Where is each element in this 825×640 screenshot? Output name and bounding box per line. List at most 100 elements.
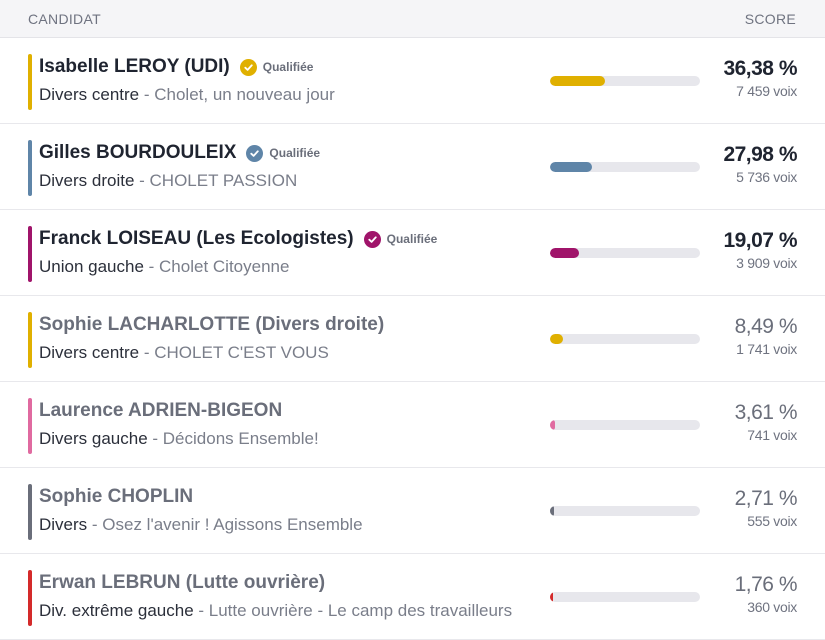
vote-count: 3 909 voix [736,255,797,271]
list-name: Osez l'avenir ! Agissons Ensemble [102,515,363,534]
candidate-name-line: Erwan LEBRUN (Lutte ouvrière) [39,570,539,596]
qualified-badge: Qualifiée [363,230,438,248]
separator: - [147,429,163,448]
score-bar [550,76,700,86]
score-block: 2,71 % 555 voix [677,487,798,529]
separator: - [87,515,103,534]
separator: - [143,257,160,276]
candidate-name: Erwan LEBRUN (Lutte ouvrière) [39,572,326,593]
score-block: 36,38 % 7 459 voix [677,57,797,99]
candidate-info: Sophie CHOPLIN Divers - Osez l'avenir ! … [39,484,539,535]
score-block: 19,07 % 3 909 voix [677,229,797,271]
candidate-info: Laurence ADRIEN-BIGEON Divers gauche - D… [39,398,539,449]
candidate-name-line: Laurence ADRIEN-BIGEON [39,398,539,424]
score-bar [550,592,700,602]
political-nuance: Union gauche [39,257,144,276]
party-color-marker [28,140,32,196]
qualified-label: Qualifiée [269,146,321,160]
candidate-name-line: Sophie CHOPLIN [39,484,539,510]
score-bar-fill [550,248,579,258]
candidate-row: Isabelle LEROY (UDI) Qualifiée Divers ce… [0,38,825,124]
score-block: 8,49 % 1 741 voix [677,315,798,357]
qualified-badge: Qualifiée [239,58,313,76]
candidate-list-line: Divers gauche - Décidons Ensemble! [39,429,534,449]
candidate-row: Gilles BOURDOULEIX Qualifiée Divers droi… [0,124,825,210]
list-name: Cholet, un nouveau jour [154,85,335,104]
candidate-row: Sophie CHOPLIN Divers - Osez l'avenir ! … [0,468,825,554]
vote-count: 555 voix [747,513,797,529]
qualified-label: Qualifiée [386,232,438,246]
candidate-list-line: Union gauche - Cholet Citoyenne [39,257,534,277]
score-percent: 19,07 % [723,229,797,252]
score-block: 27,98 % 5 736 voix [677,143,797,185]
candidate-info: Erwan LEBRUN (Lutte ouvrière) Div. extrê… [39,570,539,621]
candidate-row: Franck LOISEAU (Les Ecologistes) Qualifi… [0,210,825,296]
candidate-list-line: Div. extrême gauche - Lutte ouvrière - L… [39,601,534,621]
separator: - [193,601,209,620]
candidate-list: Isabelle LEROY (UDI) Qualifiée Divers ce… [0,38,825,640]
candidate-row: Laurence ADRIEN-BIGEON Divers gauche - D… [0,382,825,468]
candidate-list-line: Divers - Osez l'avenir ! Agissons Ensemb… [39,515,534,535]
score-percent: 27,98 % [723,143,797,166]
party-color-marker [28,570,32,626]
check-circle-icon [246,144,264,162]
political-nuance: Div. extrême gauche [39,601,194,620]
score-bar [550,248,700,258]
party-color-marker [28,312,32,368]
score-percent: 36,38 % [723,57,797,80]
candidate-name-line: Isabelle LEROY (UDI) Qualifiée [39,54,539,80]
score-percent: 2,71 % [734,487,798,510]
party-color-marker [28,54,32,110]
list-name: CHOLET PASSION [149,171,298,190]
candidate-name: Isabelle LEROY (UDI) [39,56,230,77]
candidate-info: Sophie LACHARLOTTE (Divers droite) Diver… [39,312,539,363]
political-nuance: Divers [39,515,88,534]
separator: - [139,85,155,104]
score-percent: 3,61 % [734,401,798,424]
candidate-name-line: Gilles BOURDOULEIX Qualifiée [39,140,539,166]
list-name: Cholet Citoyenne [159,257,290,276]
check-circle-icon [363,230,381,248]
candidate-column-header: CANDIDAT [28,10,101,27]
party-color-marker [28,484,32,540]
candidate-name: Laurence ADRIEN-BIGEON [39,400,283,421]
political-nuance: Divers gauche [39,429,148,448]
score-bar [550,162,700,172]
candidate-name: Sophie LACHARLOTTE (Divers droite) [39,314,385,335]
score-bar [550,334,700,344]
score-block: 1,76 % 360 voix [677,573,798,615]
candidate-list-line: Divers droite - CHOLET PASSION [39,171,534,191]
score-bar-fill [550,76,605,86]
list-name: Lutte ouvrière - Le camp des travailleur… [208,601,513,620]
party-color-marker [28,398,32,454]
score-bar-fill [550,420,556,430]
results-header: CANDIDAT SCORE [0,0,825,38]
list-name: Décidons Ensemble! [162,429,319,448]
separator: - [139,343,155,362]
political-nuance: Divers droite [39,171,135,190]
party-color-marker [28,226,32,282]
candidate-row: Sophie LACHARLOTTE (Divers droite) Diver… [0,296,825,382]
vote-count: 360 voix [747,599,797,615]
candidate-info: Franck LOISEAU (Les Ecologistes) Qualifi… [39,226,539,277]
candidate-name: Franck LOISEAU (Les Ecologistes) [39,228,354,249]
candidate-name-line: Sophie LACHARLOTTE (Divers droite) [39,312,539,338]
candidate-list-line: Divers centre - Cholet, un nouveau jour [39,85,534,105]
list-name: CHOLET C'EST VOUS [154,343,329,362]
candidate-info: Gilles BOURDOULEIX Qualifiée Divers droi… [39,140,539,191]
vote-count: 1 741 voix [736,341,797,357]
score-bar-fill [550,506,555,516]
candidate-name: Gilles BOURDOULEIX [39,142,237,163]
separator: - [134,171,150,190]
score-percent: 1,76 % [734,573,798,596]
candidate-row: Erwan LEBRUN (Lutte ouvrière) Div. extrê… [0,554,825,640]
score-bar [550,420,700,430]
candidate-name: Sophie CHOPLIN [39,486,194,507]
candidate-list-line: Divers centre - CHOLET C'EST VOUS [39,343,534,363]
vote-count: 741 voix [747,427,797,443]
score-column-header: SCORE [744,10,796,27]
political-nuance: Divers centre [39,343,140,362]
score-block: 3,61 % 741 voix [677,401,798,443]
score-bar-fill [550,592,553,602]
political-nuance: Divers centre [39,85,140,104]
